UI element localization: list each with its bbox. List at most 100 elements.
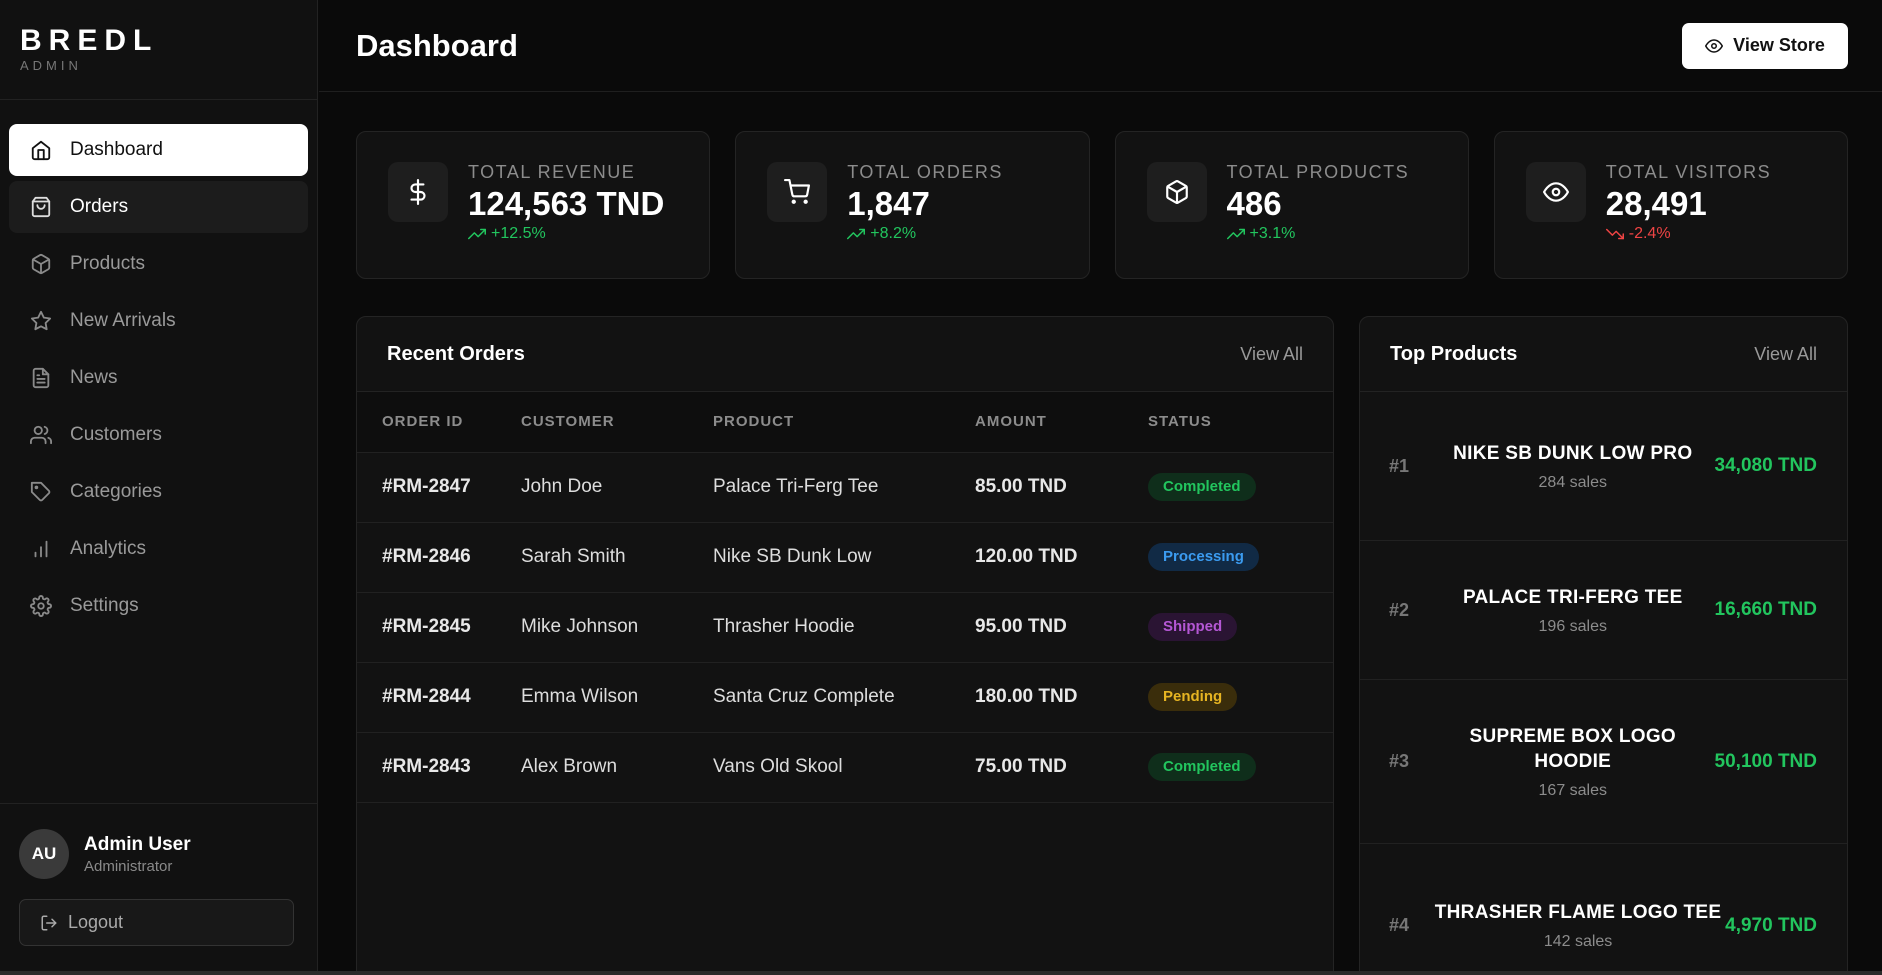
- star-icon: [30, 310, 70, 332]
- sidebar-item-new-arrivals[interactable]: New Arrivals: [9, 295, 308, 347]
- sidebar-item-dashboard[interactable]: Dashboard: [9, 124, 308, 176]
- view-all-orders-link[interactable]: View All: [1240, 343, 1303, 364]
- trending-up-icon: [468, 225, 486, 243]
- view-store-label: View Store: [1733, 35, 1825, 55]
- product-sales: 196 sales: [1538, 617, 1608, 635]
- view-all-products-link[interactable]: View All: [1754, 343, 1817, 364]
- sidebar-item-products[interactable]: Products: [9, 238, 308, 290]
- order-product: Palace Tri-Ferg Tee: [713, 451, 975, 522]
- order-id: #RM-2843: [357, 731, 521, 803]
- order-customer: Mike Johnson: [521, 591, 713, 662]
- sidebar-item-customers[interactable]: Customers: [9, 409, 308, 461]
- table-row[interactable]: #RM-2847 John Doe Palace Tri-Ferg Tee 85…: [357, 451, 1333, 522]
- users-icon: [30, 424, 70, 446]
- product-rank: #3: [1389, 751, 1410, 771]
- order-customer: Alex Brown: [521, 731, 713, 803]
- brand-logo[interactable]: BREDL: [20, 24, 159, 57]
- stat-value: 28,491: [1605, 185, 1707, 222]
- list-item[interactable]: #4 THRASHER FLAME LOGO TEE 142 sales 4,9…: [1360, 844, 1847, 975]
- sidebar-item-news[interactable]: News: [9, 352, 308, 404]
- box-icon: [30, 253, 70, 275]
- product-revenue: 16,660 TND: [1714, 599, 1817, 620]
- view-store-button[interactable]: View Store: [1682, 22, 1848, 69]
- stat-change-value: -2.4%: [1628, 225, 1671, 242]
- product-revenue: 34,080 TND: [1714, 455, 1817, 476]
- user-name: Admin User: [84, 833, 191, 855]
- table-row[interactable]: #RM-2843 Alex Brown Vans Old Skool 75.00…: [357, 731, 1333, 803]
- stat-value: 486: [1226, 185, 1282, 222]
- shopping-bag-icon: [30, 196, 70, 218]
- status-badge: Processing: [1148, 543, 1259, 571]
- order-product: Thrasher Hoodie: [713, 591, 975, 662]
- user-role: Administrator: [84, 857, 173, 875]
- sidebar-item-label: Categories: [70, 481, 162, 502]
- product-rank: #2: [1389, 599, 1410, 620]
- sidebar-item-label: Orders: [70, 196, 129, 217]
- top-products-panel: Top Products View All #1 NIKE SB DUNK LO…: [1359, 316, 1848, 975]
- gear-icon: [30, 595, 70, 617]
- sidebar-item-label: Analytics: [70, 538, 147, 559]
- stat-change: +12.5%: [468, 225, 664, 243]
- list-item[interactable]: #2 PALACE TRI-FERG TEE 196 sales 16,660 …: [1360, 541, 1847, 680]
- list-item[interactable]: #3 SUPREME BOX LOGO HOODIE 167 sales 50,…: [1360, 680, 1847, 844]
- product-sales: 167 sales: [1538, 781, 1608, 799]
- product-name: THRASHER FLAME LOGO TEE: [1434, 902, 1722, 923]
- table-row[interactable]: #RM-2845 Mike Johnson Thrasher Hoodie 95…: [357, 591, 1333, 662]
- product-name: NIKE SB DUNK LOW PRO: [1453, 442, 1693, 464]
- order-amount: 95.00 TND: [975, 591, 1148, 662]
- sidebar: BREDL ADMIN Dashboard Orders Products N: [0, 0, 318, 975]
- eye-icon: [1525, 162, 1586, 222]
- product-revenue: 4,970 TND: [1725, 914, 1817, 936]
- document-icon: [30, 367, 70, 389]
- order-amount: 75.00 TND: [975, 731, 1148, 803]
- column-header[interactable]: PRODUCT: [713, 413, 795, 431]
- dollar-icon: [388, 162, 448, 222]
- order-customer: Sarah Smith: [521, 521, 713, 592]
- sidebar-item-label: Customers: [70, 424, 162, 445]
- order-id: #RM-2847: [357, 451, 521, 522]
- table-row[interactable]: #RM-2844 Emma Wilson Santa Cruz Complete…: [357, 661, 1333, 732]
- sidebar-item-settings[interactable]: Settings: [9, 580, 308, 632]
- stat-change: +3.1%: [1226, 225, 1410, 243]
- order-id: #RM-2846: [357, 521, 521, 592]
- tag-icon: [30, 481, 70, 503]
- recent-orders-title: Recent Orders: [387, 342, 525, 365]
- sidebar-footer: AU Admin User Administrator Logout: [0, 803, 318, 975]
- stat-card-revenue: TOTAL REVENUE 124,563 TND +12.5%: [356, 131, 711, 279]
- horizontal-scrollbar[interactable]: [0, 971, 1882, 975]
- product-rank: #4: [1389, 915, 1410, 935]
- column-header[interactable]: ORDER ID: [382, 413, 464, 431]
- eye-icon: [1705, 37, 1724, 55]
- logout-button[interactable]: Logout: [19, 899, 294, 946]
- stat-card-products: TOTAL PRODUCTS 486 +3.1%: [1114, 131, 1469, 279]
- sidebar-item-label: New Arrivals: [70, 310, 176, 331]
- bar-chart-icon: [30, 538, 70, 560]
- cart-icon: [767, 162, 828, 222]
- stat-change-value: +12.5%: [491, 225, 546, 242]
- status-badge: Pending: [1148, 683, 1238, 711]
- order-customer: Emma Wilson: [521, 661, 713, 732]
- stat-label: TOTAL REVENUE: [468, 162, 636, 182]
- product-name: SUPREME BOX LOGO HOODIE: [1469, 725, 1676, 772]
- sidebar-item-categories[interactable]: Categories: [9, 466, 308, 518]
- status-badge: Shipped: [1148, 613, 1238, 641]
- column-header[interactable]: AMOUNT: [975, 413, 1047, 431]
- stat-change-value: +3.1%: [1249, 225, 1296, 242]
- order-amount: 180.00 TND: [975, 661, 1148, 732]
- product-name: PALACE TRI-FERG TEE: [1462, 586, 1683, 608]
- order-product: Nike SB Dunk Low: [713, 521, 975, 592]
- sidebar-item-analytics[interactable]: Analytics: [9, 523, 308, 575]
- stat-label: TOTAL VISITORS: [1605, 162, 1772, 182]
- logout-label: Logout: [68, 912, 124, 932]
- stats-row: TOTAL REVENUE 124,563 TND +12.5% TOTAL O…: [356, 131, 1848, 279]
- stat-value: 1,847: [847, 185, 930, 222]
- list-item[interactable]: #1 NIKE SB DUNK LOW PRO 284 sales 34,080…: [1360, 392, 1847, 541]
- sidebar-item-orders[interactable]: Orders: [9, 181, 308, 233]
- table-row[interactable]: #RM-2846 Sarah Smith Nike SB Dunk Low 12…: [357, 521, 1333, 592]
- order-amount: 120.00 TND: [975, 521, 1148, 592]
- order-amount: 85.00 TND: [975, 451, 1148, 522]
- status-badge: Completed: [1148, 473, 1256, 501]
- avatar[interactable]: AU: [19, 829, 69, 879]
- column-header[interactable]: CUSTOMER: [521, 413, 615, 431]
- column-header[interactable]: STATUS: [1148, 413, 1212, 431]
